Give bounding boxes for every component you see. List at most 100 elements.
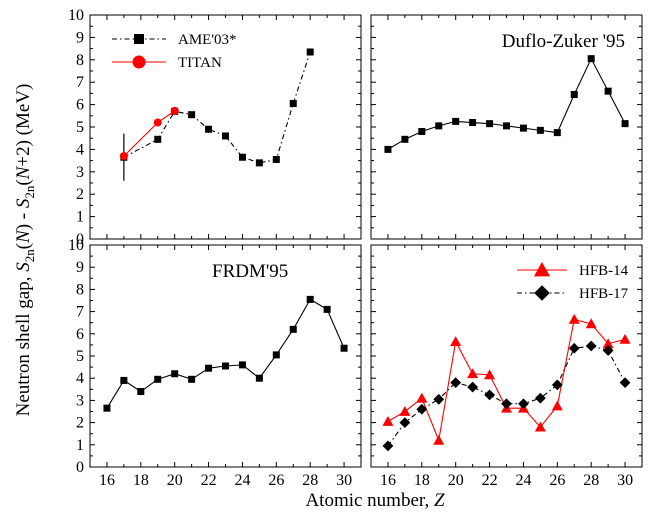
y-tick-label: 0	[76, 231, 84, 248]
data-point	[486, 120, 494, 128]
series	[382, 313, 631, 445]
y-axis-label-part: Neutron shell gap,	[13, 272, 34, 417]
data-point	[469, 119, 477, 127]
data-point	[205, 125, 213, 133]
data-point	[416, 392, 428, 403]
legend-marker	[534, 262, 550, 277]
x-tick-label: 30	[336, 472, 352, 489]
data-point	[450, 377, 462, 389]
x-tick-label: 26	[268, 472, 284, 489]
x-tick-label: 16	[99, 472, 115, 489]
y-tick-label: 1	[76, 209, 84, 226]
y-axis-label-part: S	[13, 198, 34, 208]
x-tick-label: 28	[302, 472, 318, 489]
data-point	[621, 120, 629, 128]
data-point	[435, 122, 443, 130]
data-point	[551, 400, 563, 411]
data-point	[433, 434, 445, 445]
data-point	[416, 403, 428, 415]
data-point	[170, 106, 179, 115]
data-point	[205, 364, 213, 372]
y-tick-label: 8	[76, 281, 84, 298]
series	[382, 340, 631, 452]
x-tick-label: 24	[515, 472, 531, 489]
data-point	[433, 393, 445, 405]
data-point	[536, 126, 544, 134]
x-tick-label: 24	[234, 472, 250, 489]
y-tick-label: 6	[76, 326, 84, 343]
y-tick-label: 7	[76, 304, 84, 321]
y-axis-label-part: (	[13, 243, 34, 249]
y-tick-label: 2	[76, 186, 84, 203]
data-point	[103, 404, 111, 412]
y-tick-label: 3	[76, 392, 84, 409]
data-point	[450, 336, 462, 346]
x-tick-label: 26	[549, 472, 565, 489]
data-point	[272, 155, 280, 163]
legend-marker	[134, 34, 144, 44]
panel-top-left: 0 1 2 3 4 5 6 7 8 9 10 AME'03* TITAN	[68, 7, 362, 248]
data-point	[188, 375, 196, 383]
y-tick-label: 4	[76, 141, 84, 158]
data-point	[154, 135, 162, 143]
data-point	[222, 132, 229, 140]
y-tick-label: 4	[76, 370, 84, 387]
y-tick-label: 2	[76, 415, 84, 432]
legend-label: AME'03*	[178, 32, 237, 48]
panel-title: Duflo-Zuker '95	[502, 31, 625, 52]
data-point	[272, 351, 280, 359]
legend-label: HFB-14	[579, 263, 629, 279]
y-tick-label: 10	[68, 237, 84, 254]
x-axis-label: Atomic number, Z	[305, 490, 445, 511]
data-point	[382, 415, 394, 426]
legend-marker	[132, 55, 146, 69]
data-point	[323, 305, 331, 313]
x-tick-label: 20	[448, 472, 464, 489]
data-point	[619, 333, 631, 344]
data-point	[484, 389, 495, 401]
panel-title: FRDM'95	[212, 261, 288, 282]
data-point	[171, 370, 179, 378]
data-point	[238, 153, 246, 161]
data-point	[503, 122, 510, 130]
series	[384, 55, 629, 153]
data-point	[399, 406, 411, 416]
data-point	[340, 344, 348, 352]
panel-frame	[89, 14, 362, 240]
y-tick-label: 5	[76, 119, 84, 136]
data-point	[255, 159, 263, 167]
x-tick-label: 20	[167, 472, 183, 489]
data-point	[384, 145, 392, 153]
data-point	[306, 48, 314, 56]
data-point	[382, 440, 394, 452]
series-line	[123, 110, 175, 157]
y-axis-label-part: N	[13, 165, 34, 180]
y-tick-label: 9	[76, 29, 84, 46]
y-axis-label-part: N	[13, 229, 34, 244]
y-tick-label: 3	[76, 164, 84, 181]
data-point	[585, 318, 597, 329]
y-tick-label: 10	[68, 7, 84, 24]
data-point	[551, 379, 563, 391]
data-point	[238, 361, 246, 369]
data-point	[519, 124, 527, 132]
y-axis-label-part: S	[13, 262, 34, 272]
data-point	[467, 381, 479, 393]
x-tick-label: 18	[133, 472, 149, 489]
data-point	[222, 362, 229, 370]
y-tick-label: 5	[76, 348, 84, 365]
legend: HFB-14 HFB-17	[517, 262, 629, 302]
y-tick-label: 1	[76, 437, 84, 454]
data-point	[534, 421, 546, 432]
y-tick-label: 7	[76, 74, 84, 91]
y-tick-label: 8	[76, 52, 84, 69]
x-tick-label: 18	[414, 472, 430, 489]
series-line	[387, 318, 626, 443]
x-tick-label: 30	[617, 472, 633, 489]
data-point	[452, 117, 460, 125]
legend-marker	[534, 285, 550, 301]
data-point	[602, 338, 614, 349]
x-tick-label: 22	[201, 472, 217, 489]
data-point	[153, 118, 162, 127]
